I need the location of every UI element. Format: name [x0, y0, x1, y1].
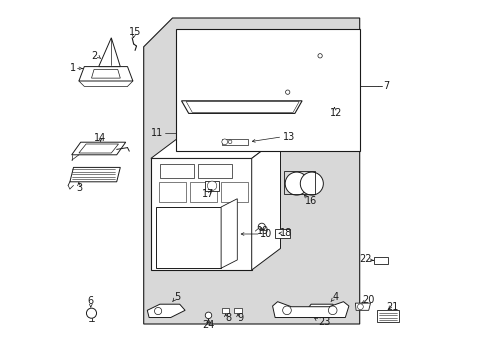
Text: 18: 18 [280, 228, 292, 238]
Circle shape [314, 307, 321, 315]
Circle shape [86, 308, 96, 318]
Circle shape [282, 306, 291, 315]
Text: 22: 22 [358, 254, 370, 264]
Text: 12: 12 [329, 108, 342, 118]
Polygon shape [251, 137, 280, 270]
Circle shape [357, 304, 363, 310]
Polygon shape [272, 302, 348, 318]
Polygon shape [222, 308, 229, 313]
Polygon shape [275, 229, 289, 238]
Text: 2: 2 [91, 51, 97, 61]
Text: 23: 23 [318, 317, 330, 327]
Polygon shape [222, 139, 247, 145]
Circle shape [205, 312, 211, 319]
Polygon shape [147, 304, 185, 318]
Bar [190, 182, 217, 202]
Polygon shape [234, 308, 241, 313]
Text: 21: 21 [385, 302, 397, 312]
Text: 6: 6 [87, 296, 94, 306]
Bar [221, 182, 248, 202]
Text: 10: 10 [260, 229, 272, 239]
Text: 5: 5 [173, 292, 180, 302]
Circle shape [228, 140, 231, 144]
Polygon shape [70, 167, 120, 182]
Circle shape [317, 54, 322, 58]
Polygon shape [156, 207, 221, 268]
Bar [176, 29, 359, 151]
Bar [160, 164, 194, 178]
Text: 3: 3 [76, 183, 82, 193]
Text: 16: 16 [305, 195, 317, 206]
Circle shape [300, 172, 323, 195]
Polygon shape [306, 304, 337, 318]
Polygon shape [204, 181, 219, 191]
Text: 17: 17 [201, 189, 214, 199]
Bar [197, 164, 231, 178]
Polygon shape [72, 142, 125, 155]
Bar [159, 182, 185, 202]
Polygon shape [91, 69, 120, 78]
Polygon shape [79, 67, 133, 81]
Text: 4: 4 [331, 292, 338, 302]
Circle shape [258, 223, 265, 230]
Circle shape [207, 181, 216, 190]
Polygon shape [151, 137, 280, 158]
Polygon shape [79, 144, 118, 153]
Text: 1: 1 [70, 63, 77, 73]
Polygon shape [373, 257, 387, 264]
Text: 13: 13 [283, 132, 295, 142]
Circle shape [154, 307, 162, 315]
Text: 24: 24 [202, 320, 214, 330]
Polygon shape [181, 101, 302, 113]
Polygon shape [99, 38, 120, 67]
Text: 7: 7 [382, 81, 388, 91]
Text: 8: 8 [225, 312, 231, 323]
Text: 14: 14 [94, 132, 106, 143]
Circle shape [285, 172, 307, 195]
Text: 11: 11 [150, 128, 163, 138]
Text: 15: 15 [129, 27, 141, 37]
Circle shape [328, 306, 336, 315]
Polygon shape [143, 18, 359, 324]
Polygon shape [151, 158, 251, 270]
Circle shape [285, 90, 289, 94]
Text: 20: 20 [361, 294, 373, 305]
Polygon shape [221, 199, 237, 268]
Text: 19: 19 [257, 226, 269, 236]
Polygon shape [376, 310, 399, 322]
Circle shape [222, 139, 227, 145]
Text: 9: 9 [237, 312, 244, 323]
Polygon shape [355, 303, 370, 310]
